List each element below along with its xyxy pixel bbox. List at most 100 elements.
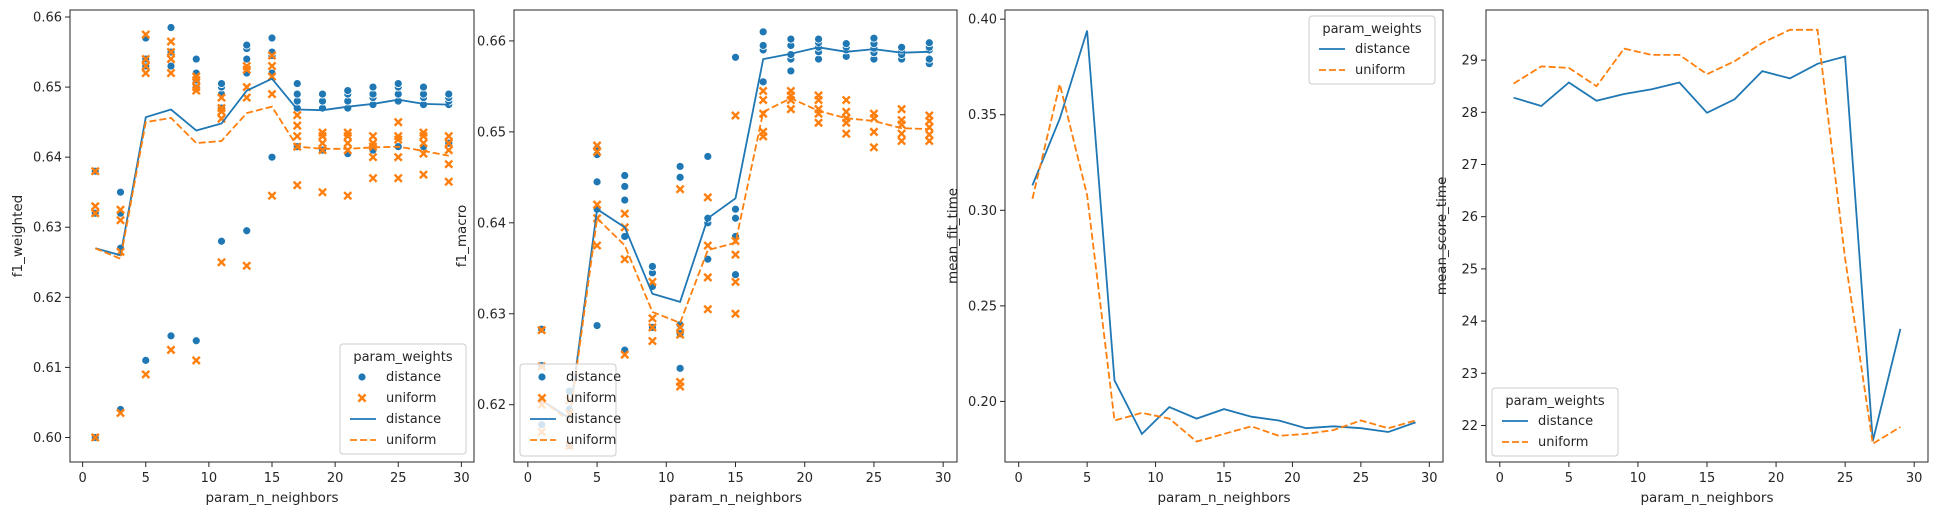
scatter-point-uniform [924,111,934,120]
x-tick-label: 5 [593,471,601,486]
x-tick-label: 20 [327,471,344,486]
legend-marker-uniform [537,393,547,403]
x-tick-label: 20 [1768,471,1785,486]
y-tick-label: 29 [1461,54,1478,69]
legend-label-uniform: uniform [566,433,616,448]
legend: param_weights distance uniform distance unif… [339,343,467,455]
legend-title: param_weights [1505,394,1605,409]
scatter-point-uniform [731,250,740,260]
scatter-point-uniform [368,138,378,148]
scatter-point-distance [166,331,176,341]
y-tick-label: 0.25 [968,299,997,314]
scatter-point-uniform [318,187,327,197]
scatter-point-distance [924,54,934,64]
y-axis-label: mean_fit_time [945,188,961,284]
scatter-point-uniform [141,54,151,64]
scatter-point-distance [786,66,796,76]
y-axis-label: f1_weighted [10,195,26,277]
scatter-point-distance [592,321,602,330]
scatter-point-uniform [292,110,302,120]
x-axis-label: param_n_neighbors [1640,490,1773,506]
scatter-point-uniform [90,201,100,211]
scatter-point-uniform [703,192,713,202]
x-tick-label: 30 [453,471,470,486]
x-tick-label: 20 [1284,471,1301,486]
scatter-point-distance [191,336,201,346]
scatter-point-uniform [675,184,685,194]
scatter-point-uniform [620,254,630,264]
scatter-point-uniform [166,37,176,46]
scatter-point-distance [166,61,176,71]
y-tick-label: 0.65 [477,125,506,140]
scatter-point-distance [217,236,226,246]
legend-box [1308,15,1436,85]
scatter-point-uniform [292,131,302,141]
scatter-point-uniform [419,170,428,180]
scatter-point-uniform [758,86,768,96]
scatter-point-uniform [393,131,403,141]
series-line-distance [95,77,449,257]
scatter-point-uniform [318,128,327,138]
legend: distance uniform distance uniform [519,363,621,457]
plot-area [1513,28,1902,446]
x-axis-label: param_n_neighbors [205,490,338,506]
x-axis-label: param_n_neighbors [1157,490,1290,506]
scatter-point-uniform [318,138,327,148]
legend-label-uniform: uniform [386,433,436,448]
x-tick-label: 10 [1147,471,1164,486]
legend-label-distance: distance [1355,42,1410,57]
scatter-point-uniform [703,304,713,314]
y-tick-label: 0.61 [33,361,62,376]
series-line-distance [1031,30,1416,436]
scatter-point-uniform [419,128,428,138]
x-tick-label: 0 [524,471,532,486]
scatter-point-distance [814,34,823,44]
scatter-point-uniform [217,103,226,113]
scatter-point-uniform [292,121,302,131]
scatter-point-uniform [786,104,796,114]
x-tick-label: 25 [1353,471,1370,486]
scatter-point-distance [703,152,713,161]
scatter-point-uniform [90,208,100,218]
x-tick-label: 5 [1565,471,1573,486]
scatter-point-uniform [368,173,378,183]
chart-panel-1: 0 5 10 15 20 25 30 0.60 0.61 0.62 0.63 0.64 0.65 0.66… [10,9,475,506]
scatter-point-distance [897,42,907,52]
scatter-point-distance [675,172,685,182]
y-tick-label: 23 [1461,367,1478,382]
legend-title: param_weights [353,350,453,365]
scatter-point-uniform [419,138,428,148]
y-tick-label: 0.64 [477,216,506,231]
legend-label-distance: distance [386,370,441,385]
scatter-point-uniform [292,180,302,190]
legend-marker-distance [357,372,367,382]
y-tick-label: 26 [1461,210,1478,225]
legend-title: param_weights [1322,22,1422,37]
x-tick-label: 15 [1699,471,1716,486]
scatter-point-uniform [393,152,403,162]
x-tick-label: 25 [390,471,407,486]
y-tick-label: 0.63 [477,307,506,322]
scatter-point-uniform [647,277,657,287]
legend-marker-distance [537,372,547,382]
scatter-point-distance [444,89,454,99]
scatter-point-distance [648,262,657,271]
scatter-point-uniform [141,61,151,71]
scatter-point-uniform [116,215,125,225]
scatter-point-distance [620,195,630,205]
legend-label-uniform: uniform [386,391,436,406]
chart-panel-3: 0 5 10 15 20 25 30 0.20 0.25 0.30 0.35 0.40 param_n_… [945,9,1444,506]
scatter-point-uniform [343,128,353,138]
scatter-point-uniform [731,309,740,319]
scatter-point-uniform [242,61,252,71]
scatter-point-distance [786,34,796,44]
y-tick-label: 0.66 [477,34,506,49]
scatter-point-uniform [786,86,796,96]
legend-label-distance: distance [1538,414,1593,429]
scatter-point-distance [592,177,602,187]
legend-label-uniform: uniform [566,391,616,406]
y-tick-label: 22 [1461,419,1478,434]
scatter-point-distance [116,187,125,197]
legend-label-distance: distance [566,370,621,385]
